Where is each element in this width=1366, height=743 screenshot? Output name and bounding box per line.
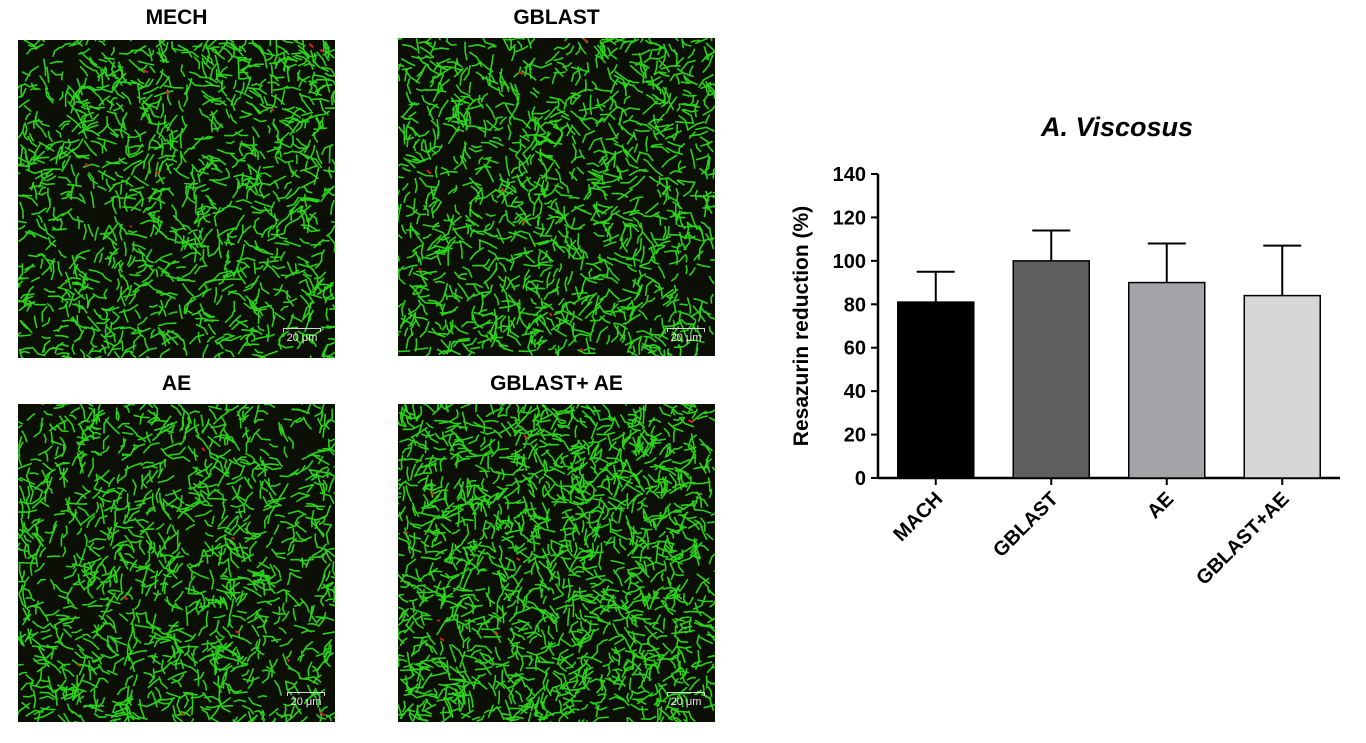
y-tick-label: 60 xyxy=(844,338,866,360)
bar xyxy=(897,301,975,479)
dead-bacteria xyxy=(77,447,326,717)
y-tick-label: 120 xyxy=(833,207,866,229)
bar xyxy=(1243,294,1321,479)
bacteria-texture xyxy=(398,38,715,356)
bar xyxy=(1128,281,1206,479)
live-bacteria xyxy=(18,40,335,358)
micrograph-image xyxy=(398,38,715,356)
y-tick-label: 0 xyxy=(855,468,866,490)
scale-bar: 20 μm xyxy=(664,328,708,344)
y-tick-label: 40 xyxy=(844,381,866,403)
panel-title: GBLAST+ AE xyxy=(490,372,623,395)
panel-title: MECH xyxy=(145,6,208,29)
scale-label: 20 μm xyxy=(286,332,318,344)
dead-bacteria xyxy=(84,43,324,228)
panel-title: GBLAST xyxy=(513,6,600,29)
y-axis-label: Resazurin reduction (%) xyxy=(790,206,813,446)
x-tick-label: GBLAST+AE xyxy=(1192,488,1294,590)
micrograph-image xyxy=(18,404,335,722)
bacteria-texture xyxy=(18,40,335,358)
panel-mech: MECH 20 μm xyxy=(18,6,335,358)
panel-ae: AE 20 μm xyxy=(18,372,335,722)
y-tick-label: 100 xyxy=(833,251,866,273)
dead-bacteria xyxy=(417,38,589,352)
live-bacteria xyxy=(18,404,335,722)
micrograph-image xyxy=(18,40,335,358)
micrograph-image xyxy=(398,404,715,722)
scale-bar: 20 μm xyxy=(284,692,328,708)
dead-bacteria xyxy=(404,419,694,642)
scale-label: 20 μm xyxy=(670,332,702,344)
live-bacteria xyxy=(398,404,715,722)
bacteria-texture xyxy=(18,404,335,722)
x-tick-label: MACH xyxy=(889,488,947,546)
chart-title: A. Viscosus xyxy=(1040,112,1193,142)
scale-bar: 20 μm xyxy=(280,328,324,344)
panel-gblast: GBLAST 20 μm xyxy=(398,6,715,356)
live-bacteria xyxy=(398,38,715,356)
plot-area: 0 20 40 60 80 100 120 140 MACH GBLAST AE GBLAST+AE xyxy=(833,164,1340,590)
y-tick-label: 140 xyxy=(833,164,866,186)
scale-label: 20 μm xyxy=(670,696,702,708)
scale-label: 20 μm xyxy=(290,696,322,708)
panel-title: AE xyxy=(161,372,192,395)
x-tick-label: AE xyxy=(1143,488,1178,523)
y-tick-label: 80 xyxy=(844,294,866,316)
y-tick-label: 20 xyxy=(844,425,866,447)
scale-bar: 20 μm xyxy=(664,692,708,708)
panel-gblast-ae: GBLAST+ AE 20 μm xyxy=(398,372,715,722)
bar xyxy=(1012,260,1090,479)
bacteria-texture xyxy=(398,404,715,722)
bar-chart: A. Viscosus Resazurin reduction (%) 0 20 4… xyxy=(790,112,1340,590)
x-tick-label: GBLAST xyxy=(989,488,1063,562)
